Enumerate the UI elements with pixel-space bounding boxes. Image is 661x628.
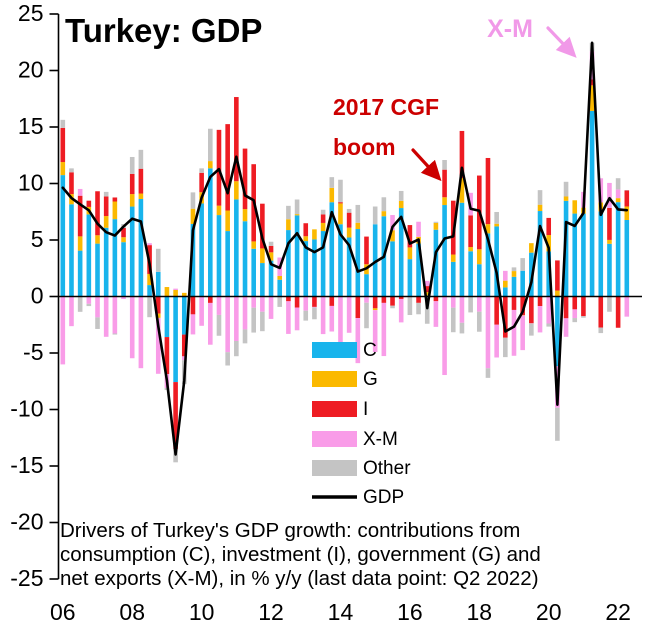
svg-text:2017 CGF: 2017 CGF xyxy=(333,94,439,120)
svg-text:consumption (C), investment (I: consumption (C), investment (I), governm… xyxy=(60,543,541,566)
svg-text:G: G xyxy=(363,369,378,390)
svg-text:-15: -15 xyxy=(10,452,43,478)
svg-text:net exports (X-M), in % y/y (l: net exports (X-M), in % y/y (last data p… xyxy=(60,567,539,590)
svg-text:16: 16 xyxy=(397,599,423,625)
svg-text:boom: boom xyxy=(333,134,396,160)
svg-text:10: 10 xyxy=(18,170,44,196)
svg-text:X-M: X-M xyxy=(487,15,533,43)
svg-text:-20: -20 xyxy=(10,509,43,535)
svg-text:22: 22 xyxy=(605,599,631,625)
svg-text:10: 10 xyxy=(189,599,215,625)
svg-text:Drivers of Turkey's GDP growth: Drivers of Turkey's GDP growth: contribu… xyxy=(60,519,520,542)
svg-text:-25: -25 xyxy=(10,565,43,591)
svg-text:C: C xyxy=(363,340,377,361)
svg-text:GDP: GDP xyxy=(363,487,404,508)
svg-text:5: 5 xyxy=(31,226,44,252)
svg-text:25: 25 xyxy=(18,0,44,26)
svg-text:18: 18 xyxy=(466,599,492,625)
svg-text:I: I xyxy=(363,399,368,420)
svg-text:X-M: X-M xyxy=(363,429,398,450)
svg-text:-10: -10 xyxy=(10,396,43,422)
svg-text:12: 12 xyxy=(258,599,284,625)
svg-text:15: 15 xyxy=(18,113,44,139)
svg-text:14: 14 xyxy=(328,599,354,625)
svg-text:Other: Other xyxy=(363,458,411,479)
svg-text:06: 06 xyxy=(50,599,76,625)
svg-text:08: 08 xyxy=(119,599,145,625)
svg-text:20: 20 xyxy=(536,599,562,625)
svg-text:Turkey: GDP: Turkey: GDP xyxy=(65,12,262,49)
svg-text:-5: -5 xyxy=(23,339,43,365)
svg-text:0: 0 xyxy=(31,283,44,309)
svg-text:20: 20 xyxy=(18,57,44,83)
